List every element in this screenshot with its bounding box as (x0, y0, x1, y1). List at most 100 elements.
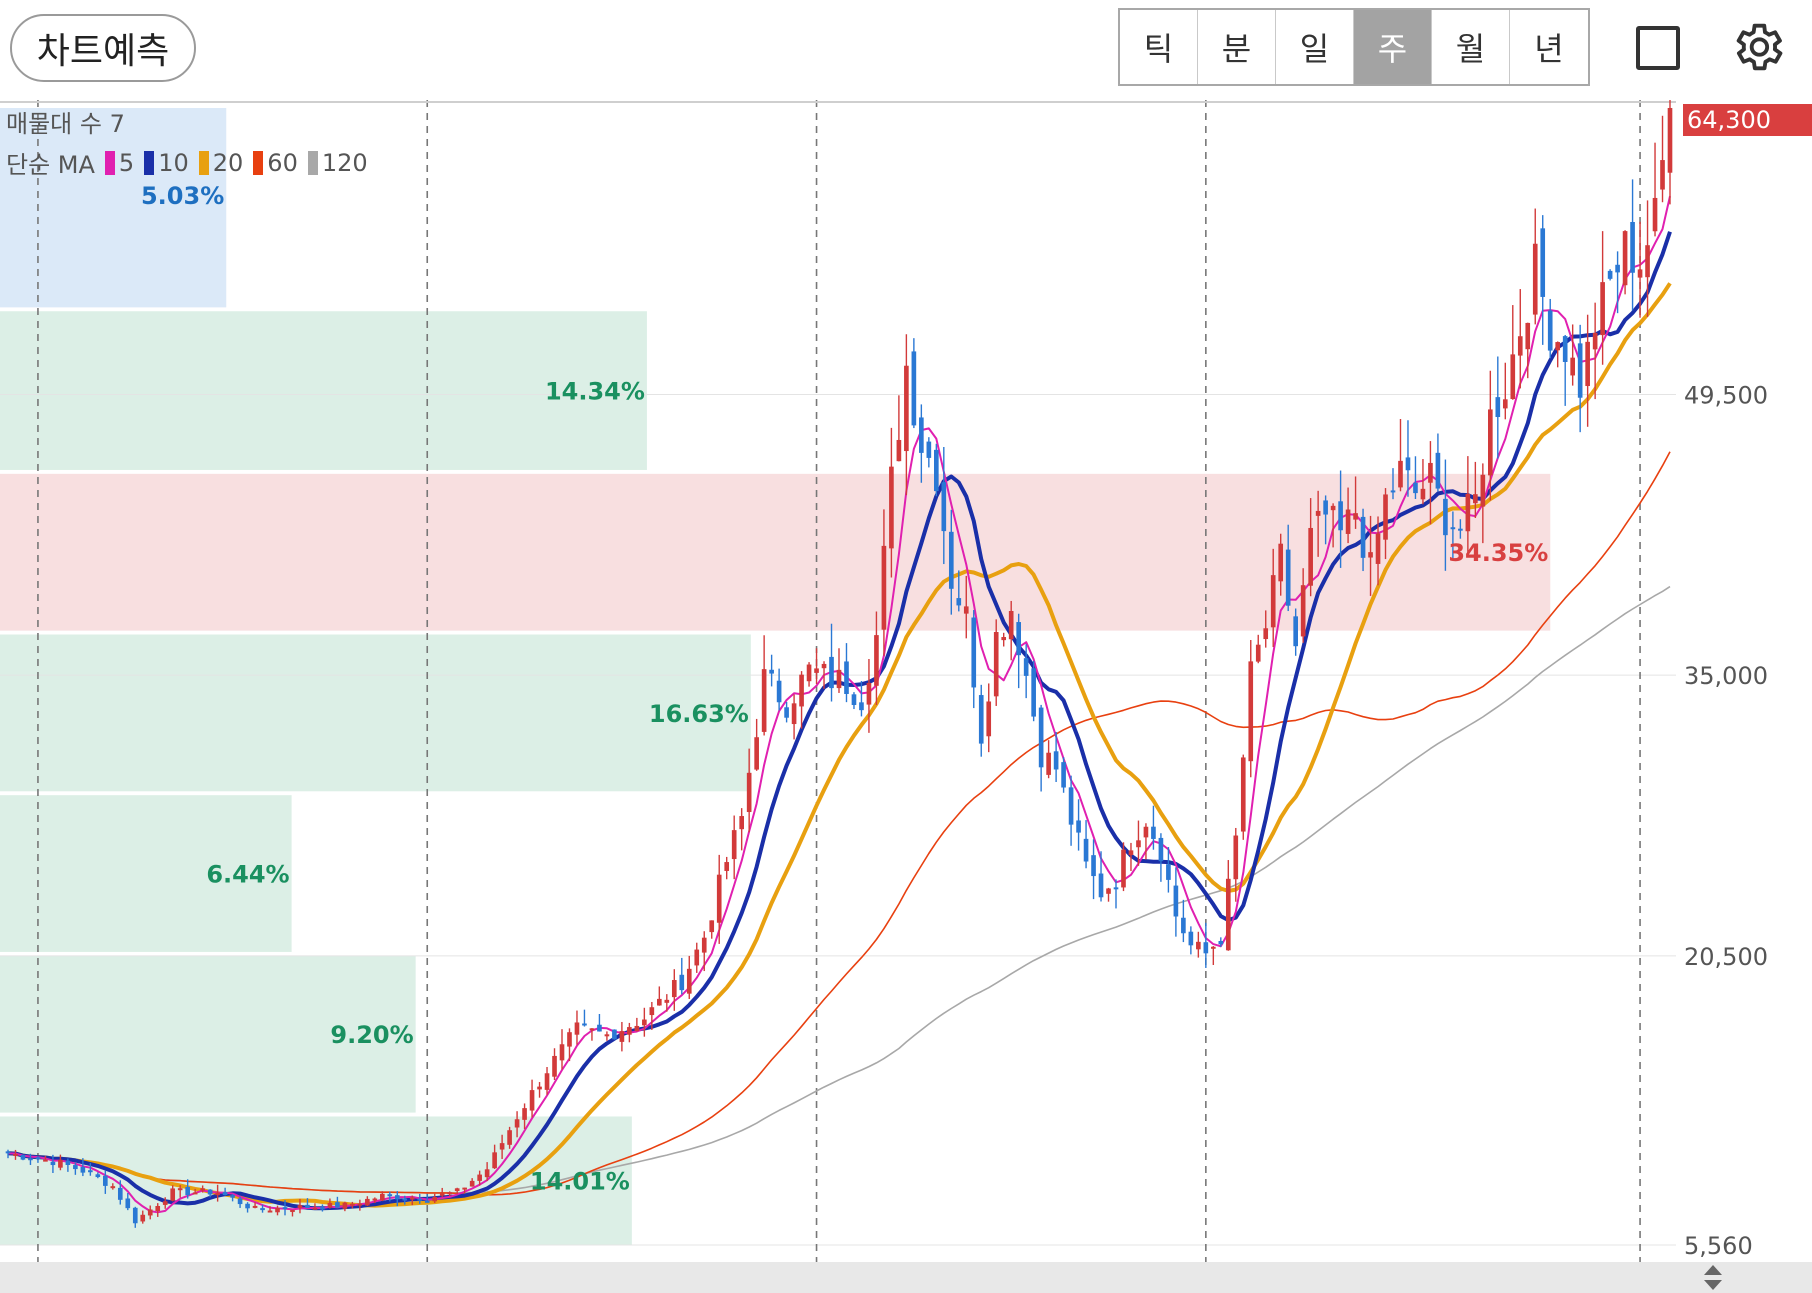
volume-profile-bar (0, 795, 292, 952)
candle-body (200, 1188, 205, 1191)
candle-body (574, 1022, 580, 1035)
candle-body (844, 661, 849, 694)
candle-body (1667, 108, 1673, 173)
candle-body (1240, 757, 1246, 832)
candle-body (1016, 622, 1021, 656)
candle-body (1443, 498, 1448, 536)
candle-body (73, 1165, 78, 1170)
candle-body (1458, 528, 1463, 531)
candle-body (1323, 500, 1328, 515)
candle-body (1555, 342, 1561, 351)
volume-profile-bar (0, 634, 751, 792)
candle-body (35, 1157, 41, 1160)
candle-body (769, 669, 774, 674)
candle-body (1173, 885, 1179, 917)
ma5-swatch (104, 150, 115, 175)
candle-body (65, 1160, 71, 1165)
candlestick-chart[interactable]: 5.03%14.34%34.35%16.63%6.44%9.20%14.01% … (0, 100, 1812, 1293)
candle-body (402, 1198, 408, 1201)
candle-body (1645, 245, 1650, 278)
toolbar: 차트예측 틱 분 일 주 월 년 (0, 0, 1812, 100)
candle-body (177, 1188, 183, 1191)
candle-body (941, 482, 947, 532)
candle-body (604, 1034, 610, 1037)
candle-body (50, 1161, 56, 1166)
gear-icon[interactable] (1728, 18, 1786, 76)
candle-body (754, 737, 759, 770)
candle-body (1390, 490, 1396, 493)
candle-body (290, 1209, 295, 1212)
candle-body (207, 1189, 213, 1195)
candle-body (582, 1023, 587, 1026)
candle-body (1338, 501, 1343, 531)
candle-body (679, 974, 685, 991)
candle-body (170, 1188, 176, 1201)
candle-body (215, 1192, 220, 1196)
square-icon[interactable] (1636, 26, 1680, 70)
candle-body (821, 663, 827, 669)
candle-body (1368, 552, 1373, 558)
candle-body (312, 1207, 318, 1210)
chart-predict-button[interactable]: 차트예측 (10, 14, 196, 82)
tab-tick[interactable]: 틱 (1120, 10, 1198, 84)
ma10-label: 10 (158, 148, 189, 177)
tab-minute[interactable]: 분 (1198, 10, 1276, 84)
y-tick-label: 20,500 (1684, 943, 1768, 971)
candle-body (1465, 493, 1471, 532)
candle-body (365, 1198, 370, 1206)
candle-body (1562, 336, 1568, 362)
candle-body (567, 1032, 572, 1047)
candle-body (649, 1007, 655, 1016)
candle-body (874, 635, 879, 686)
candle-body (1128, 850, 1134, 856)
candle-body (327, 1202, 333, 1208)
candle-body (671, 980, 677, 998)
candle-body (799, 674, 804, 707)
candle-body (140, 1214, 146, 1222)
y-tick-label: 49,500 (1684, 381, 1768, 409)
ma5-label: 5 (118, 148, 135, 177)
candle-body (948, 531, 954, 589)
candle-body (642, 1019, 647, 1026)
candle-body (417, 1198, 423, 1201)
candle-body (1502, 399, 1508, 409)
volume-profile-label: 6.44% (206, 861, 289, 889)
candle-body (162, 1201, 168, 1205)
candle-body (657, 998, 662, 1006)
candle-body (357, 1203, 363, 1206)
candle-body (529, 1090, 535, 1111)
candle-body (95, 1174, 101, 1178)
candle-body (28, 1158, 33, 1161)
candle-body (103, 1175, 108, 1186)
candle-body (896, 439, 902, 462)
candle-body (275, 1207, 280, 1213)
candle-body (1517, 336, 1523, 356)
candle-body (1360, 516, 1366, 558)
candle-body (926, 441, 932, 458)
candle-body (260, 1208, 265, 1211)
candle-body (619, 1031, 625, 1042)
ma120-label: 120 (321, 148, 368, 177)
candle-body (1473, 494, 1478, 504)
candle-body (447, 1192, 453, 1195)
candle-body (993, 631, 999, 697)
candle-body (1607, 270, 1613, 279)
scroll-updown-icon[interactable] (1700, 1262, 1726, 1293)
tab-day[interactable]: 일 (1276, 10, 1354, 84)
candle-body (1428, 462, 1433, 483)
candle-body (1046, 752, 1051, 775)
tab-month[interactable]: 월 (1432, 10, 1510, 84)
candle-body (1106, 888, 1111, 894)
tab-week[interactable]: 주 (1354, 10, 1432, 84)
tab-year[interactable]: 년 (1534, 30, 1564, 68)
candle-body (147, 1209, 153, 1216)
candle-body (394, 1195, 400, 1200)
candle-body (934, 449, 939, 492)
candle-body (477, 1174, 482, 1181)
candle-body (1278, 543, 1284, 582)
candle-body (88, 1170, 93, 1173)
candle-body (1166, 864, 1171, 880)
candle-body (252, 1205, 258, 1208)
candle-body (694, 949, 700, 966)
candle-body (1225, 878, 1231, 951)
